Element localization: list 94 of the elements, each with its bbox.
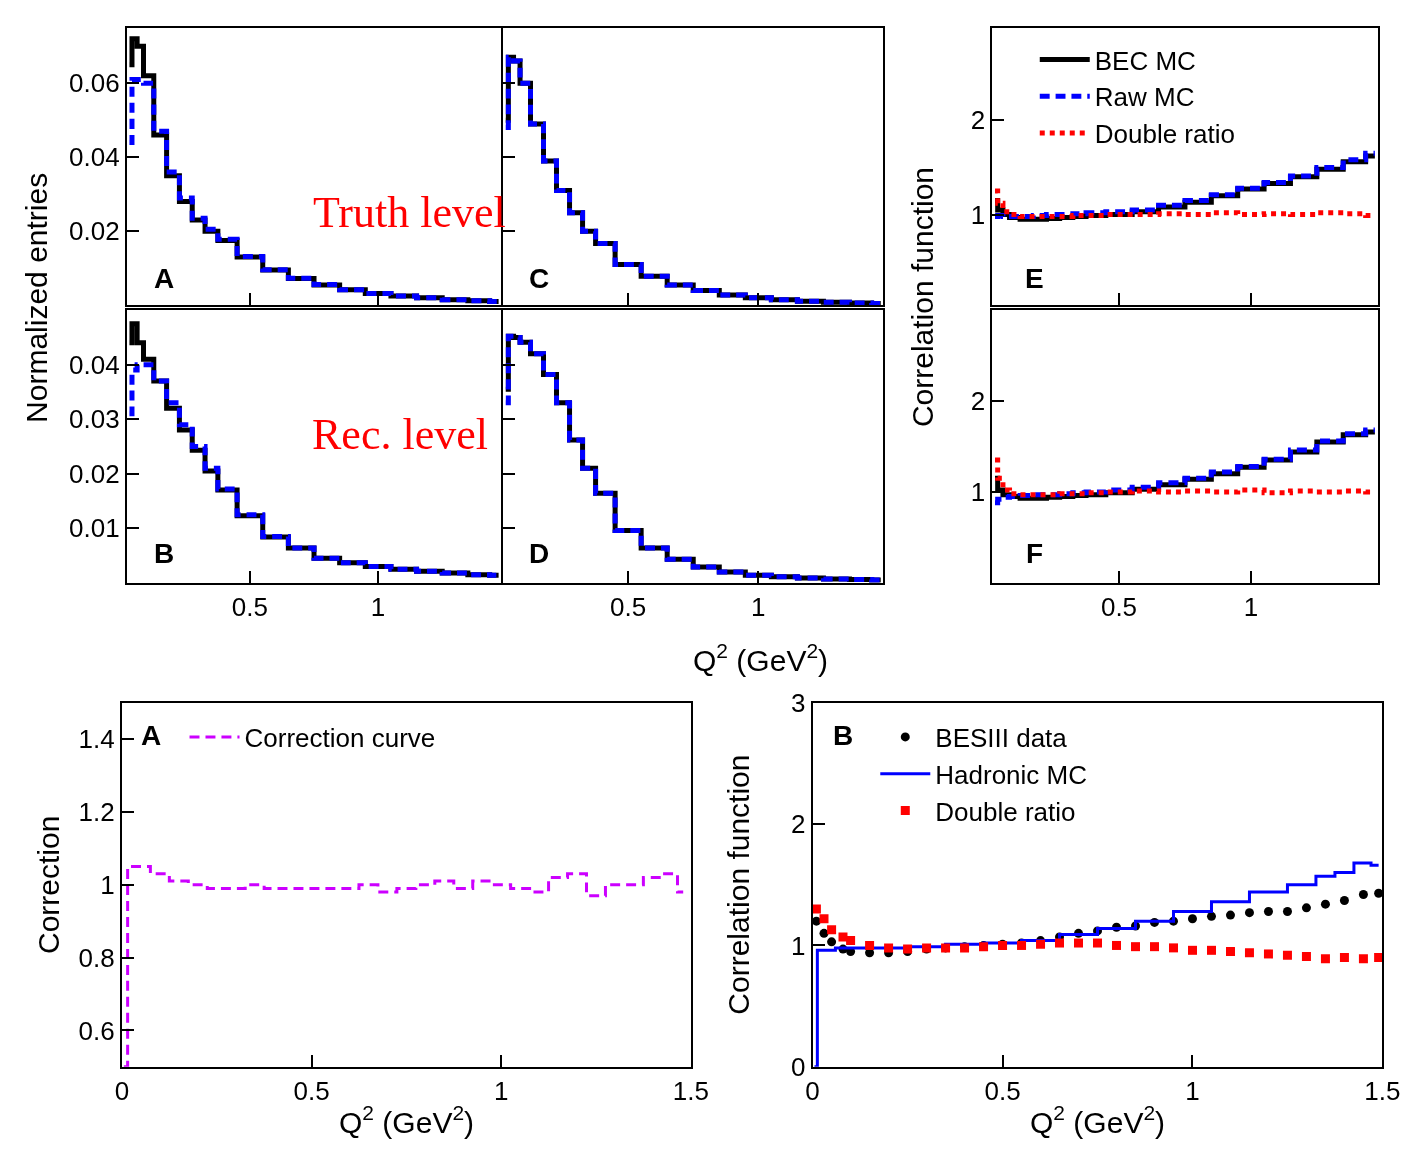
legend-label: BESIII data — [935, 723, 1068, 754]
point — [1301, 951, 1311, 961]
point — [1263, 906, 1273, 916]
point — [1320, 954, 1330, 964]
y-tick-label: 2 — [970, 105, 986, 136]
legend-label: Raw MC — [1094, 82, 1195, 113]
point — [1301, 903, 1311, 913]
point — [819, 914, 829, 924]
y-tick-label: 1 — [970, 199, 986, 230]
point — [1374, 888, 1383, 898]
y-tick-label: 2 — [790, 809, 806, 840]
y-tick-label: 2 — [970, 386, 986, 417]
point — [1282, 906, 1292, 916]
y-axis-title: Correction — [31, 815, 65, 955]
annotation: F — [1026, 538, 1044, 569]
point — [1074, 938, 1084, 948]
annotation: B — [154, 538, 175, 569]
y-axis-title: Correlation function — [722, 754, 756, 1015]
legend-label: BEC MC — [1094, 45, 1196, 76]
point — [827, 937, 837, 947]
point — [1244, 948, 1254, 958]
x-tick-label: 1 — [751, 592, 766, 623]
point — [827, 925, 837, 935]
point — [1282, 950, 1292, 960]
y-tick-label: 0.02 — [69, 458, 120, 489]
point — [1374, 953, 1383, 963]
point — [1263, 949, 1273, 959]
x-tick-label: 0.5 — [231, 592, 268, 623]
point — [1149, 942, 1159, 952]
y-tick-label: 0.01 — [69, 513, 120, 544]
point — [1320, 899, 1330, 909]
x-tick-label: 1 — [370, 592, 386, 623]
annotation: A — [141, 720, 162, 751]
legend-label: Correction curve — [244, 723, 436, 754]
y-tick-label: 1 — [970, 477, 986, 508]
point — [1339, 896, 1349, 906]
annotation: B — [833, 720, 854, 751]
annotation: A — [154, 263, 175, 294]
point — [1339, 953, 1349, 963]
point — [1244, 908, 1254, 918]
x-axis-title: Q$^{2}$ (GeV$^{2}$) — [339, 1101, 475, 1139]
point — [1358, 954, 1368, 964]
point — [1206, 945, 1216, 955]
y-tick-label: 3 — [790, 687, 806, 718]
point — [865, 940, 875, 950]
y-tick-label: 0 — [790, 1051, 806, 1082]
point — [819, 928, 829, 938]
y-tick-label: 1 — [100, 869, 115, 900]
point — [1358, 889, 1368, 899]
x-tick-label: 1 — [493, 1076, 509, 1107]
point — [1112, 940, 1121, 950]
x-tick-label: 0.5 — [610, 592, 647, 623]
point — [1187, 914, 1197, 924]
point — [1055, 938, 1065, 948]
point — [884, 943, 894, 953]
y-tick-label: 0.06 — [69, 68, 120, 99]
annotation: E — [1025, 263, 1044, 294]
point — [1225, 947, 1235, 957]
y-tick-label: 0.03 — [69, 404, 120, 435]
point — [1168, 943, 1178, 953]
y-tick-label: 0.04 — [69, 142, 120, 173]
y-axis-title: Normalized entries — [20, 172, 54, 423]
y-tick-label: 0.6 — [78, 1015, 115, 1046]
y-tick-label: 0.8 — [78, 942, 115, 973]
y-axis-title: Correlation function — [906, 166, 940, 428]
point — [1093, 938, 1103, 948]
x-tick-label: 1.5 — [672, 1076, 709, 1107]
legend-label: Double ratio — [1094, 119, 1235, 150]
y-tick-label: 0.02 — [69, 216, 120, 247]
legend-label: Double ratio — [935, 796, 1076, 827]
y-tick-label: 0.04 — [69, 349, 120, 380]
annotation: D — [529, 538, 550, 569]
point — [812, 916, 821, 926]
point — [812, 904, 821, 914]
y-tick-label: 1.2 — [78, 796, 115, 827]
x-tick-label: 1.5 — [1364, 1076, 1401, 1107]
annotation: Rec. level — [312, 410, 488, 459]
x-tick-label: 0.5 — [293, 1076, 330, 1107]
y-tick-label: 1.4 — [78, 724, 115, 755]
point — [1206, 911, 1216, 921]
y-tick-label: 1 — [790, 930, 806, 961]
legend-label: Hadronic MC — [935, 759, 1087, 790]
x-tick-label: 1 — [1243, 592, 1259, 623]
point — [1225, 910, 1235, 920]
x-tick-label: 1 — [1185, 1076, 1200, 1107]
point — [838, 932, 848, 942]
point — [1187, 945, 1197, 955]
annotation: C — [529, 263, 550, 294]
point — [846, 936, 856, 946]
x-tick-label: 0.5 — [984, 1076, 1021, 1107]
x-axis-title: Q$^{2}$ (GeV$^{2}$) — [1030, 1101, 1166, 1139]
x-axis-title: Q$^{2}$ (GeV$^{2}$) — [693, 639, 829, 677]
point — [1131, 942, 1140, 952]
x-tick-label: 0.5 — [1100, 592, 1138, 623]
